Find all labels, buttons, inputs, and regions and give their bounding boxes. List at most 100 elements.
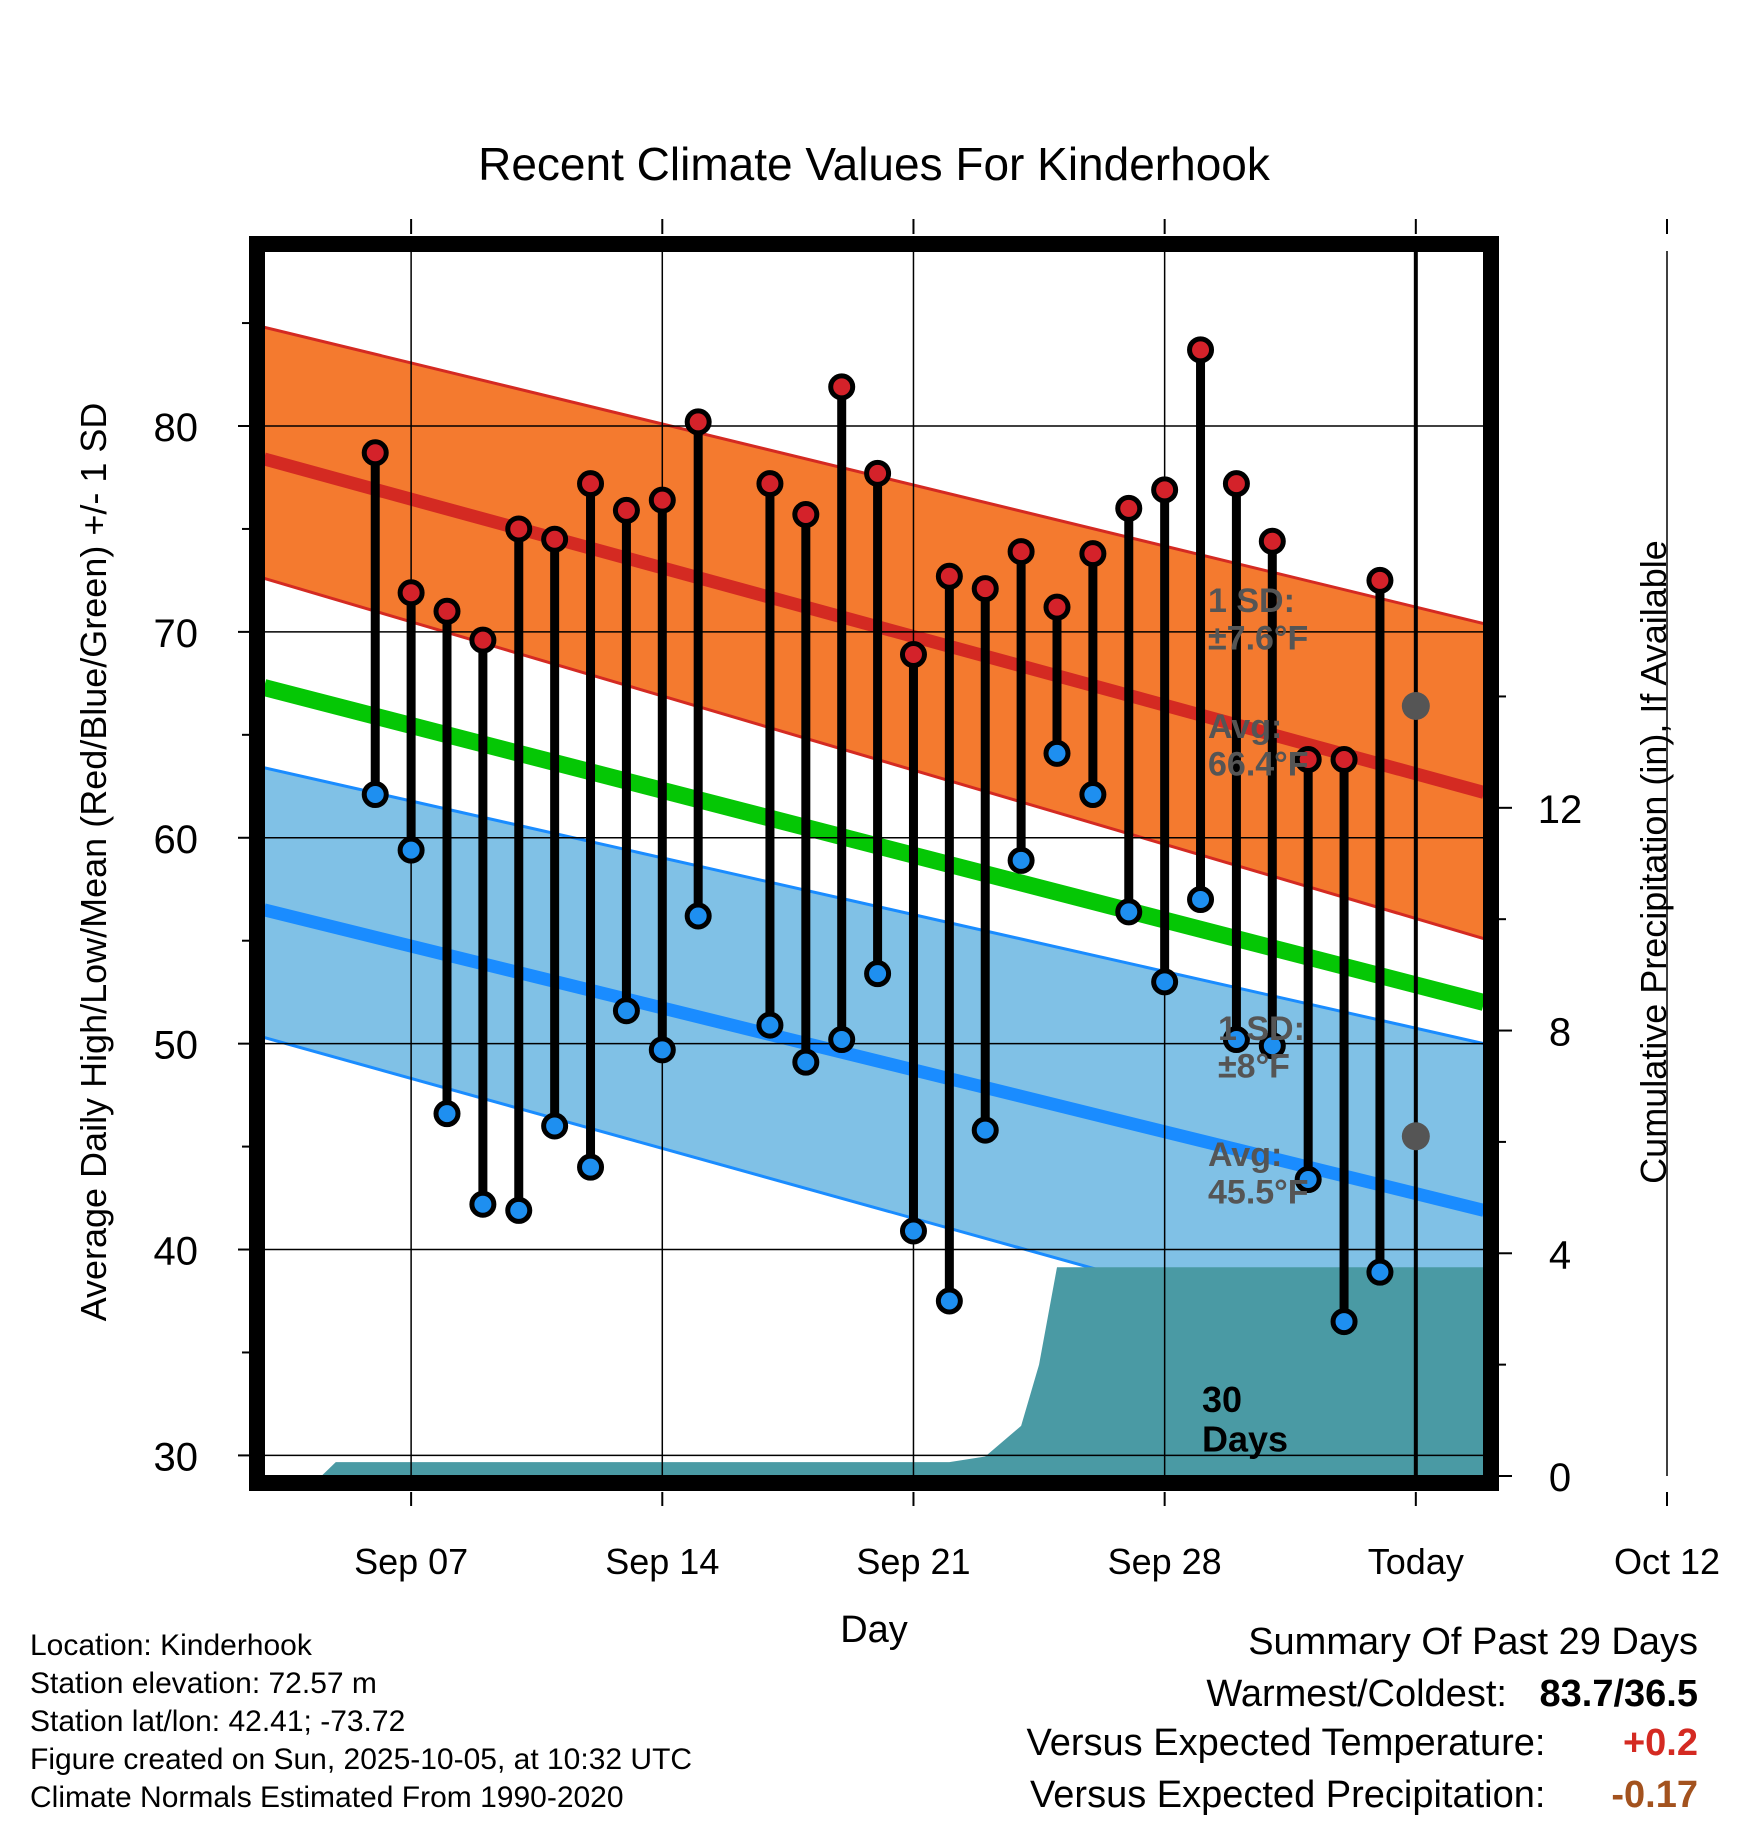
summary-title-text: Summary Of Past 29 Days <box>1248 1621 1698 1663</box>
window-label: 30 Days <box>1202 1379 1288 1460</box>
high-point <box>1043 593 1071 621</box>
chart-title: Recent Climate Values For Kinderhook <box>478 138 1271 190</box>
low-point <box>1115 898 1143 926</box>
low-point <box>361 781 389 809</box>
low-point <box>792 1048 820 1076</box>
high-point <box>433 597 461 625</box>
x-tick-label: Today <box>1368 1541 1464 1582</box>
high-point <box>1366 566 1394 594</box>
today-high-avg-marker <box>1401 692 1430 720</box>
x-tick-label: Oct 12 <box>1614 1541 1720 1582</box>
latlon-text: Station lat/lon: 42.41; -73.72 <box>30 1705 406 1738</box>
plot-frame <box>249 236 1499 1491</box>
high-point <box>935 562 963 590</box>
high-point <box>1222 470 1250 498</box>
low-point <box>935 1287 963 1315</box>
high-point <box>756 470 784 498</box>
y-right-tick-label: 0 <box>1549 1456 1571 1500</box>
low-point <box>899 1217 927 1245</box>
y-left-tick-label: 70 <box>154 612 199 656</box>
elevation-text: Station elevation: 72.57 m <box>30 1667 377 1700</box>
summary-precip: Versus Expected Precipitation: -0.17 <box>1030 1774 1698 1817</box>
high-point <box>1079 540 1107 568</box>
y-right-tick-label: 4 <box>1549 1233 1571 1277</box>
warm-cold-value: 83.7/36.5 <box>1539 1673 1698 1715</box>
x-tick-label: Sep 21 <box>856 1541 970 1582</box>
high-point <box>1007 538 1035 566</box>
low-point <box>577 1153 605 1181</box>
y-left-tick-label: 40 <box>154 1230 199 1274</box>
x-axis-label: Day <box>840 1609 908 1651</box>
low-point <box>828 1026 856 1054</box>
y-axis-label-right: Cumulative Precipitation (in), If Availa… <box>1633 540 1674 1184</box>
y-left-tick-label: 80 <box>154 406 199 450</box>
high-avg-label: Avg: 66.4°F <box>1208 708 1309 783</box>
x-tick-label: Sep 14 <box>605 1541 719 1582</box>
high-point <box>648 486 676 514</box>
low-point <box>1187 886 1215 914</box>
low-point <box>469 1190 497 1218</box>
low-point <box>505 1196 533 1224</box>
low-point <box>1007 846 1035 874</box>
low-point <box>1330 1308 1358 1336</box>
high-sd-label: 1 SD: ±7.6°F <box>1208 582 1308 657</box>
y-right-tick-label: 8 <box>1549 1011 1571 1055</box>
low-sd-band <box>264 767 1484 1378</box>
low-point <box>684 902 712 930</box>
low-point <box>612 997 640 1025</box>
normals-text: Climate Normals Estimated From 1990-2020 <box>30 1781 624 1814</box>
low-point <box>1151 968 1179 996</box>
high-point <box>1258 527 1286 555</box>
high-point <box>899 641 927 669</box>
high-point <box>1115 494 1143 522</box>
y-left-tick-label: 50 <box>154 1024 199 1068</box>
summary-title: Summary Of Past 29 Days <box>1248 1621 1698 1664</box>
high-point <box>469 626 497 654</box>
low-point <box>971 1116 999 1144</box>
y-axis-label-left: Average Daily High/Low/Mean (Red/Blue/Gr… <box>73 403 114 1322</box>
location-text: Location: Kinderhook <box>30 1629 312 1662</box>
low-point <box>1043 739 1071 767</box>
high-point <box>1187 336 1215 364</box>
high-point <box>1151 476 1179 504</box>
high-point <box>612 496 640 524</box>
high-point <box>397 579 425 607</box>
high-point <box>1330 746 1358 774</box>
low-sd-label: 1 SD: ±8°F <box>1218 1010 1305 1085</box>
low-point <box>756 1011 784 1039</box>
low-point <box>864 960 892 988</box>
low-avg-line <box>264 903 1484 1217</box>
warm-cold-label: Warmest/Coldest: <box>1206 1673 1507 1715</box>
precip-label: Versus Expected Precipitation: <box>1030 1774 1546 1816</box>
low-point <box>648 1036 676 1064</box>
low-point <box>541 1112 569 1140</box>
high-point <box>361 439 389 467</box>
low-point <box>1258 1032 1286 1060</box>
summary-temp: Versus Expected Temperature: +0.2 <box>1027 1722 1698 1765</box>
y-right-tick-label: 12 <box>1538 788 1583 832</box>
precip-area <box>321 1267 1484 1476</box>
high-point <box>577 470 605 498</box>
low-point <box>433 1100 461 1128</box>
created-text: Figure created on Sun, 2025-10-05, at 10… <box>30 1743 693 1776</box>
x-tick-label: Sep 07 <box>354 1541 468 1582</box>
summary-warm-cold: Warmest/Coldest: 83.7/36.5 <box>1206 1673 1698 1716</box>
high-point <box>684 408 712 436</box>
low-point <box>1222 1026 1250 1054</box>
low-point <box>1079 781 1107 809</box>
high-point <box>541 525 569 553</box>
y-left-tick-label: 30 <box>154 1435 199 1479</box>
station-info: Location: Kinderhook Station elevation: … <box>30 1627 692 1817</box>
low-point <box>1366 1258 1394 1286</box>
high-point <box>828 373 856 401</box>
high-point <box>792 501 820 529</box>
temp-label: Versus Expected Temperature: <box>1026 1722 1546 1764</box>
x-tick-label: Sep 28 <box>1108 1541 1222 1582</box>
low-point <box>397 836 425 864</box>
precip-value: -0.17 <box>1611 1774 1698 1816</box>
high-point <box>864 459 892 487</box>
low-avg-label: Avg: 45.5°F <box>1208 1136 1309 1211</box>
today-low-avg-marker <box>1401 1122 1430 1151</box>
high-point <box>1294 746 1322 774</box>
